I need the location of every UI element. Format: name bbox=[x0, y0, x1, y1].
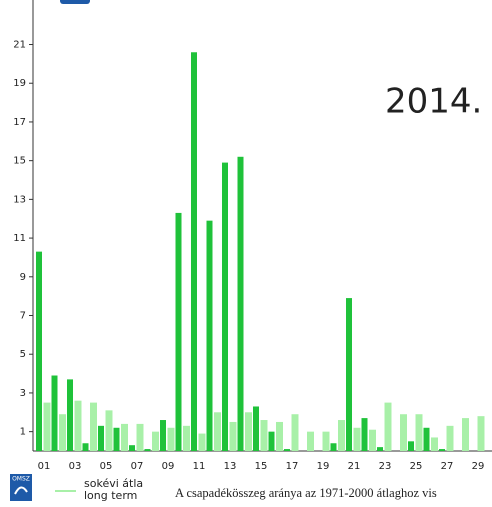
bar bbox=[260, 420, 268, 451]
x-tick-label: 23 bbox=[379, 461, 392, 472]
bar bbox=[144, 449, 151, 451]
x-tick-label: 15 bbox=[255, 461, 268, 472]
bar bbox=[36, 251, 42, 451]
bar bbox=[214, 412, 221, 451]
y-tick-label: 21 bbox=[13, 40, 26, 51]
bar bbox=[253, 406, 259, 451]
legend-label: sokévi átla bbox=[84, 477, 143, 490]
bar bbox=[408, 441, 414, 451]
bar bbox=[160, 420, 166, 451]
bar bbox=[237, 156, 244, 451]
logo-text: OMSZ bbox=[12, 476, 30, 483]
bar bbox=[361, 418, 368, 451]
chart-title: 2014. bbox=[385, 82, 482, 122]
logo-icon bbox=[14, 486, 28, 495]
top-logo bbox=[60, 0, 90, 4]
bar bbox=[322, 431, 330, 451]
y-tick-label: 5 bbox=[20, 349, 26, 360]
bar bbox=[431, 437, 438, 451]
x-tick-label: 09 bbox=[162, 461, 175, 472]
bar bbox=[43, 402, 51, 451]
bar bbox=[330, 443, 337, 451]
y-tick-label: 11 bbox=[13, 233, 26, 244]
bar bbox=[446, 425, 454, 451]
x-tick-label: 03 bbox=[69, 461, 82, 472]
x-tick-label: 19 bbox=[317, 461, 330, 472]
bar bbox=[136, 423, 144, 451]
bar bbox=[183, 425, 190, 451]
bar bbox=[152, 431, 159, 451]
bar bbox=[377, 447, 383, 451]
bar bbox=[415, 414, 423, 451]
bar bbox=[284, 449, 290, 451]
bar bbox=[477, 416, 485, 451]
bar bbox=[167, 427, 175, 451]
bar bbox=[129, 445, 135, 451]
bar bbox=[291, 414, 299, 451]
x-tick-label: 25 bbox=[410, 461, 423, 472]
y-tick-label: 15 bbox=[13, 156, 26, 167]
bar bbox=[307, 431, 314, 451]
bar bbox=[439, 449, 445, 451]
bar bbox=[222, 162, 228, 451]
bar bbox=[229, 421, 237, 451]
bar bbox=[175, 212, 182, 451]
x-tick-label: 11 bbox=[193, 461, 206, 472]
bar bbox=[206, 220, 213, 451]
bar bbox=[245, 412, 252, 451]
x-tick-label: 27 bbox=[441, 461, 454, 472]
bar bbox=[82, 443, 89, 451]
bar bbox=[268, 431, 275, 451]
bar bbox=[67, 379, 73, 451]
bar bbox=[423, 427, 430, 451]
bar bbox=[369, 429, 376, 451]
y-tick-label: 3 bbox=[20, 388, 26, 399]
y-tick-label: 7 bbox=[20, 311, 26, 322]
bar bbox=[74, 400, 82, 451]
y-tick-label: 1 bbox=[20, 427, 26, 438]
x-tick-label: 07 bbox=[131, 461, 144, 472]
bar bbox=[121, 423, 128, 451]
footer-text: A csapadékösszeg aránya az 1971-2000 átl… bbox=[175, 486, 437, 500]
x-tick-label: 29 bbox=[472, 461, 485, 472]
bar bbox=[113, 427, 120, 451]
y-tick-label: 17 bbox=[13, 117, 26, 128]
bar bbox=[105, 410, 113, 451]
bar bbox=[98, 425, 104, 451]
y-tick-label: 19 bbox=[13, 78, 26, 89]
bar bbox=[191, 52, 197, 451]
y-tick-label: 13 bbox=[13, 194, 26, 205]
bar bbox=[276, 421, 283, 451]
x-tick-label: 21 bbox=[348, 461, 361, 472]
bar bbox=[90, 402, 97, 451]
legend-label: long term bbox=[84, 489, 137, 502]
bar bbox=[353, 427, 361, 451]
bar bbox=[198, 433, 206, 451]
bar bbox=[51, 375, 58, 451]
x-tick-label: 05 bbox=[100, 461, 113, 472]
bar bbox=[384, 402, 392, 451]
bar bbox=[400, 414, 407, 451]
x-tick-label: 13 bbox=[224, 461, 237, 472]
bar bbox=[462, 418, 469, 451]
bar bbox=[59, 414, 66, 451]
x-tick-label: 17 bbox=[286, 461, 299, 472]
y-tick-label: 9 bbox=[20, 272, 26, 283]
bar bbox=[338, 420, 345, 451]
x-tick-label: 01 bbox=[38, 461, 51, 472]
bar bbox=[346, 298, 352, 451]
